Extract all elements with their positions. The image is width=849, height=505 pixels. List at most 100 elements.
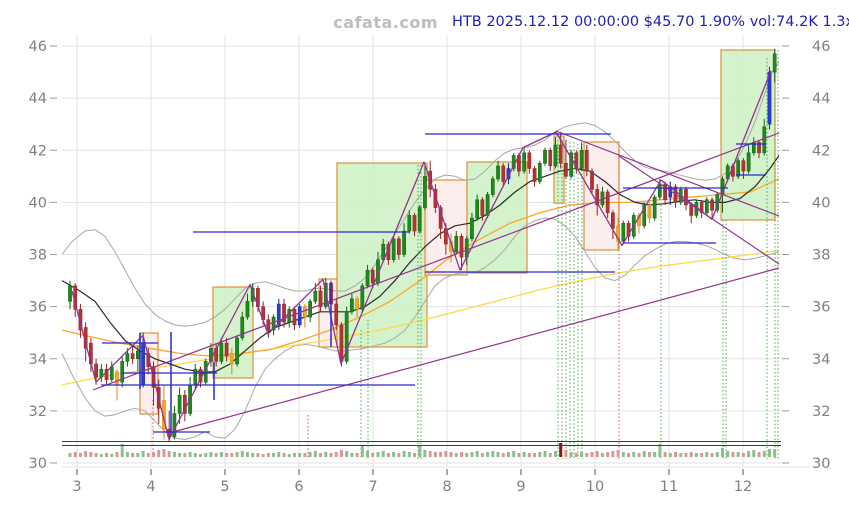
- volume-bar: [694, 453, 698, 457]
- volume-bar: [741, 453, 745, 457]
- candle-body: [276, 303, 281, 326]
- volume-bar: [752, 450, 756, 457]
- volume-bar: [564, 450, 568, 457]
- candle-body: [94, 363, 98, 378]
- candle-body: [402, 230, 406, 255]
- candle-body: [605, 191, 610, 214]
- y-axis-label-right: 40: [812, 195, 830, 211]
- y-axis-label-left: 38: [29, 248, 47, 264]
- volume-bar: [308, 452, 312, 457]
- candle-body: [355, 298, 359, 310]
- candle-body: [741, 160, 746, 172]
- volume-bar: [606, 452, 610, 457]
- candle-body: [104, 368, 109, 380]
- candle-body: [485, 194, 490, 216]
- volume-bar: [366, 451, 370, 457]
- volume-bar: [146, 453, 150, 457]
- volume-bar: [627, 453, 631, 457]
- candle-body: [767, 71, 772, 125]
- candle-body: [344, 311, 349, 362]
- candle-body: [182, 394, 187, 414]
- candle-body: [699, 202, 704, 214]
- volume-bar: [125, 452, 129, 457]
- y-axis-label-left: 42: [29, 143, 47, 159]
- volume-bar: [454, 453, 458, 457]
- y-axis-label-left: 44: [29, 91, 47, 107]
- candle-body: [647, 204, 652, 219]
- y-axis-label-left: 40: [29, 195, 47, 211]
- volume-bar: [193, 453, 197, 457]
- candle-body: [684, 189, 688, 206]
- candle-body: [642, 204, 647, 227]
- candle-body: [433, 189, 438, 208]
- candle-body: [652, 196, 657, 219]
- volume-bar: [647, 452, 651, 457]
- volume-bar: [313, 451, 317, 457]
- volume-bar: [653, 452, 657, 457]
- candle-body: [621, 222, 626, 242]
- volume-bar: [512, 451, 516, 457]
- volume-bar: [762, 451, 766, 457]
- volume-bar: [78, 453, 82, 457]
- x-axis-label: 9: [516, 479, 525, 495]
- volume-bar: [423, 450, 427, 457]
- volume-bar: [663, 452, 667, 457]
- candle-body: [365, 269, 370, 287]
- candle-body: [522, 152, 526, 172]
- x-axis-label: 12: [734, 479, 752, 495]
- volume-bar: [324, 452, 328, 457]
- volume-bar: [600, 453, 604, 457]
- y-axis-label-right: 44: [812, 91, 830, 107]
- candle-body: [480, 199, 485, 216]
- candle-body: [193, 368, 198, 386]
- volume-bar: [157, 450, 161, 457]
- volume-bar: [371, 453, 375, 457]
- candle-body: [350, 298, 354, 313]
- volume-bar: [214, 453, 218, 457]
- volume-bar: [292, 453, 296, 457]
- candle-body: [746, 152, 751, 172]
- candle-body: [360, 285, 365, 310]
- volume-bar: [183, 453, 187, 457]
- candle-body: [757, 142, 761, 154]
- candle-body: [579, 150, 584, 169]
- zigzag-line: [71, 70, 772, 441]
- candle-body: [595, 189, 600, 206]
- volume-bar: [230, 453, 234, 457]
- candle-body: [537, 163, 542, 182]
- candle-body: [417, 207, 422, 232]
- volume-bar: [721, 448, 724, 457]
- volume-bar: [658, 444, 662, 457]
- mid-ma-line: [61, 178, 780, 357]
- candle-body: [292, 308, 297, 326]
- y-axis-label-right: 36: [812, 300, 830, 316]
- candle-body: [490, 178, 495, 195]
- candle-body: [423, 176, 427, 208]
- volume-bar: [115, 452, 119, 457]
- volume-bar: [710, 453, 714, 457]
- y-axis-label-right: 46: [812, 39, 830, 55]
- volume-bar: [668, 453, 672, 457]
- volume-bar: [329, 453, 333, 457]
- candle-body: [245, 301, 250, 318]
- candle-body: [146, 353, 151, 367]
- candle-body: [611, 212, 615, 229]
- volume-bar: [120, 444, 124, 457]
- volume-bar: [141, 451, 145, 457]
- volume-bar: [339, 450, 343, 457]
- candle-body: [130, 353, 135, 360]
- candle-body: [590, 170, 594, 190]
- volume-bar: [245, 452, 249, 457]
- candle-body: [548, 150, 553, 167]
- volume-bar: [553, 451, 557, 457]
- chart-title: HTB 2025.12.12 00:00:00 $45.70 1.90% vol…: [452, 14, 849, 30]
- candle-body: [397, 238, 401, 255]
- volume-bar: [334, 452, 338, 457]
- candle-body: [658, 183, 662, 198]
- volume-bar: [188, 452, 192, 457]
- volume-bar: [298, 453, 302, 457]
- volume-bar: [705, 452, 709, 457]
- volume-bar: [240, 451, 244, 457]
